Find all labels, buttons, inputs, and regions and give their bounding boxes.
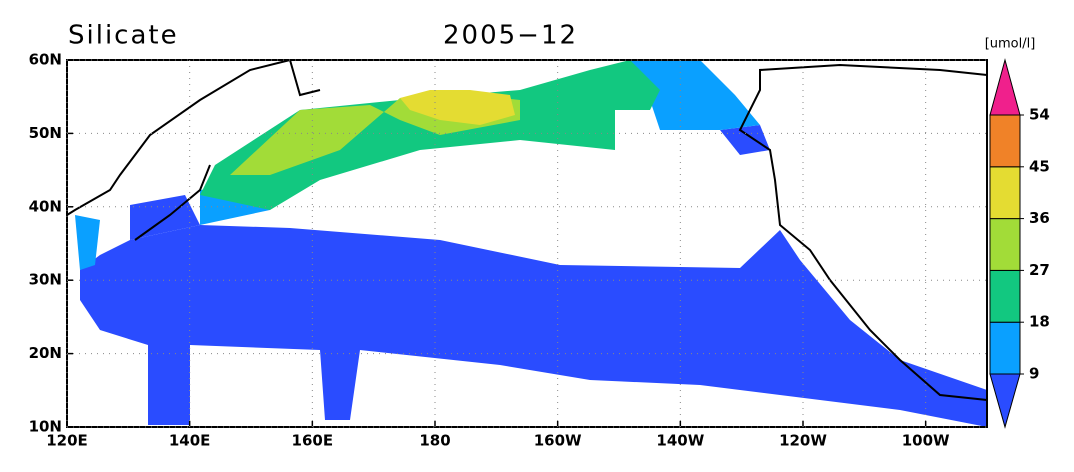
colorbar-segment [989, 58, 1021, 116]
x-tick-label: 160W [534, 432, 582, 450]
colorbar-segment [989, 166, 1021, 220]
colorbar-tick-label: 9 [1029, 365, 1039, 383]
y-tick-label: 20N [29, 344, 62, 362]
y-tick-label: 10N [29, 418, 62, 436]
x-tick-label: 120W [779, 432, 827, 450]
colorbar-tick-label: 18 [1029, 313, 1050, 331]
colorbar-tick-label: 45 [1029, 157, 1050, 175]
chart-title: Silicate [68, 21, 179, 51]
y-tick-label: 30N [29, 271, 62, 289]
x-tick-label: 140W [656, 432, 704, 450]
x-tick-label: 180 [419, 432, 450, 450]
colorbar-tick-label: 54 [1029, 106, 1050, 124]
y-tick-label: 40N [29, 197, 62, 215]
colorbar-label: [umol/l] [985, 37, 1036, 52]
colorbar-segment [989, 269, 1021, 323]
x-tick-label: 100W [902, 432, 950, 450]
colorbar-tick-label: 36 [1029, 209, 1050, 227]
silicate-field [75, 60, 987, 427]
coastlines [66, 59, 988, 401]
colorbar-segment [989, 321, 1021, 375]
plot-frame [66, 59, 988, 428]
colorbar-tick-label: 27 [1029, 261, 1050, 279]
colorbar-segment [989, 114, 1021, 168]
y-tick-label: 50N [29, 124, 62, 142]
colorbar-segment [989, 373, 1021, 429]
y-tick-label: 60N [29, 51, 62, 69]
x-tick-label: 160E [292, 432, 334, 450]
x-tick-label: 120E [46, 432, 88, 450]
x-tick-label: 140E [169, 432, 211, 450]
colorbar-segment [989, 218, 1021, 271]
chart-subtitle: 2005−12 [443, 21, 578, 51]
